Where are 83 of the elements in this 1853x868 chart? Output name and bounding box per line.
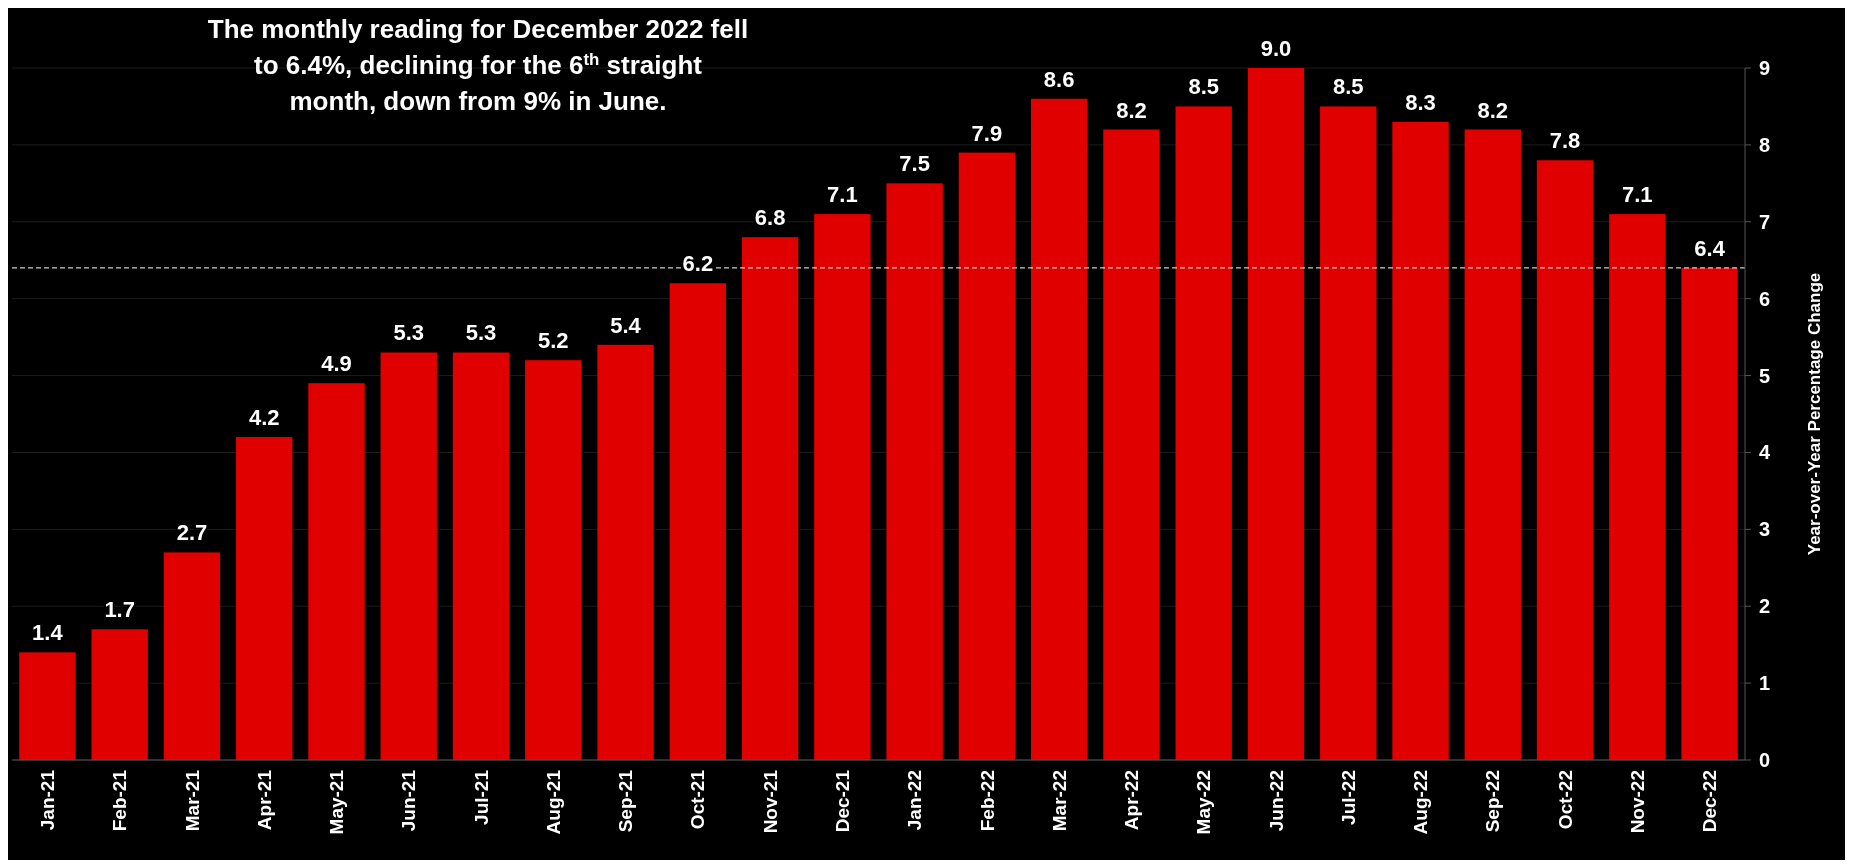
bar <box>91 629 148 760</box>
bar <box>452 352 510 760</box>
data-label: 8.5 <box>1188 74 1220 100</box>
y-tick-label: 7 <box>1759 210 1771 233</box>
bar <box>163 552 221 760</box>
bar <box>814 214 871 760</box>
data-label: 5.4 <box>610 312 642 338</box>
x-tick-label: Sep-21 <box>615 769 637 833</box>
x-tick-label: Feb-22 <box>976 770 998 832</box>
y-tick-label: 5 <box>1759 364 1771 387</box>
x-tick-label: Jun-21 <box>398 769 420 832</box>
x-tick-label: Oct-22 <box>1554 770 1576 830</box>
bar <box>1103 129 1160 760</box>
bar <box>1030 98 1088 760</box>
bar <box>308 383 365 760</box>
bar <box>597 344 654 760</box>
data-label: 5.3 <box>465 320 497 346</box>
data-label: 6.4 <box>1694 235 1726 261</box>
x-tick-label: Dec-21 <box>832 769 854 833</box>
bar <box>1175 106 1232 760</box>
bar <box>958 152 1016 760</box>
y-axis-title: Year-over-Year Percentage Change <box>1805 272 1824 556</box>
y-tick-label: 6 <box>1759 287 1771 310</box>
bar <box>1536 160 1594 760</box>
bar <box>1247 68 1305 760</box>
x-tick-label: May-22 <box>1193 770 1215 835</box>
y-tick-label: 8 <box>1759 133 1771 156</box>
bar <box>1320 106 1377 760</box>
bar <box>380 352 437 760</box>
x-tick-label: May-21 <box>326 769 348 835</box>
x-tick-label: Jul-22 <box>1337 770 1359 825</box>
bar <box>525 360 582 760</box>
data-label: 7.9 <box>971 120 1003 146</box>
data-label: 5.3 <box>393 320 425 346</box>
y-tick-label: 1 <box>1759 672 1771 695</box>
x-tick-label: Apr-21 <box>253 769 275 831</box>
x-tick-label: Jun-22 <box>1265 770 1287 832</box>
y-tick-label: 0 <box>1759 749 1771 771</box>
x-tick-label: Nov-22 <box>1626 770 1648 834</box>
x-tick-label: Feb-21 <box>109 769 131 832</box>
bar <box>1681 267 1738 760</box>
y-tick-label: 9 <box>1759 57 1771 79</box>
x-tick-label: Jan-22 <box>904 770 926 831</box>
data-label: 8.5 <box>1332 74 1364 100</box>
x-tick-label: Mar-21 <box>181 769 203 832</box>
data-label: 4.9 <box>321 351 352 377</box>
bar <box>1609 214 1666 760</box>
x-tick-label: Aug-22 <box>1410 770 1432 835</box>
y-tick-label: 3 <box>1759 518 1771 541</box>
chart-title: The monthly reading for December 2022 fell to 6.4%, declining for the 6$^{th}$ straight month, down from 9% in June. <box>207 14 749 116</box>
data-label: 8.3 <box>1405 89 1436 115</box>
x-tick-label: Dec-22 <box>1699 770 1721 833</box>
y-tick-label: 2 <box>1759 595 1771 618</box>
bar <box>19 652 76 760</box>
bar <box>1464 129 1521 760</box>
data-label: 7.8 <box>1549 128 1581 154</box>
bar <box>669 283 727 760</box>
x-tick-label: Nov-21 <box>759 769 781 834</box>
y-tick-label: 4 <box>1759 441 1771 464</box>
data-label: 8.2 <box>1477 97 1509 123</box>
x-tick-label: Jul-21 <box>470 769 492 825</box>
data-label: 1.7 <box>104 597 135 623</box>
data-label: 6.8 <box>754 205 786 231</box>
bar <box>236 437 293 760</box>
data-label: 8.6 <box>1043 66 1075 92</box>
data-label: 9.0 <box>1260 36 1292 61</box>
data-label: 5.2 <box>537 328 569 354</box>
bar <box>886 183 943 760</box>
data-label: 7.1 <box>827 182 858 208</box>
bar <box>1392 121 1449 760</box>
data-label: 1.4 <box>32 620 64 646</box>
data-label: 7.1 <box>1622 182 1653 208</box>
x-tick-label: Apr-22 <box>1121 770 1143 831</box>
data-label: 8.2 <box>1116 97 1147 123</box>
x-tick-label: Aug-21 <box>542 769 564 835</box>
x-tick-label: Sep-22 <box>1482 770 1504 833</box>
x-tick-label: Jan-21 <box>37 769 59 831</box>
bar <box>741 237 799 760</box>
data-label: 7.5 <box>899 151 930 177</box>
x-tick-label: Mar-22 <box>1048 770 1070 832</box>
data-label: 2.7 <box>176 520 208 546</box>
x-tick-label: Oct-21 <box>687 769 709 830</box>
data-label: 4.2 <box>248 405 280 431</box>
